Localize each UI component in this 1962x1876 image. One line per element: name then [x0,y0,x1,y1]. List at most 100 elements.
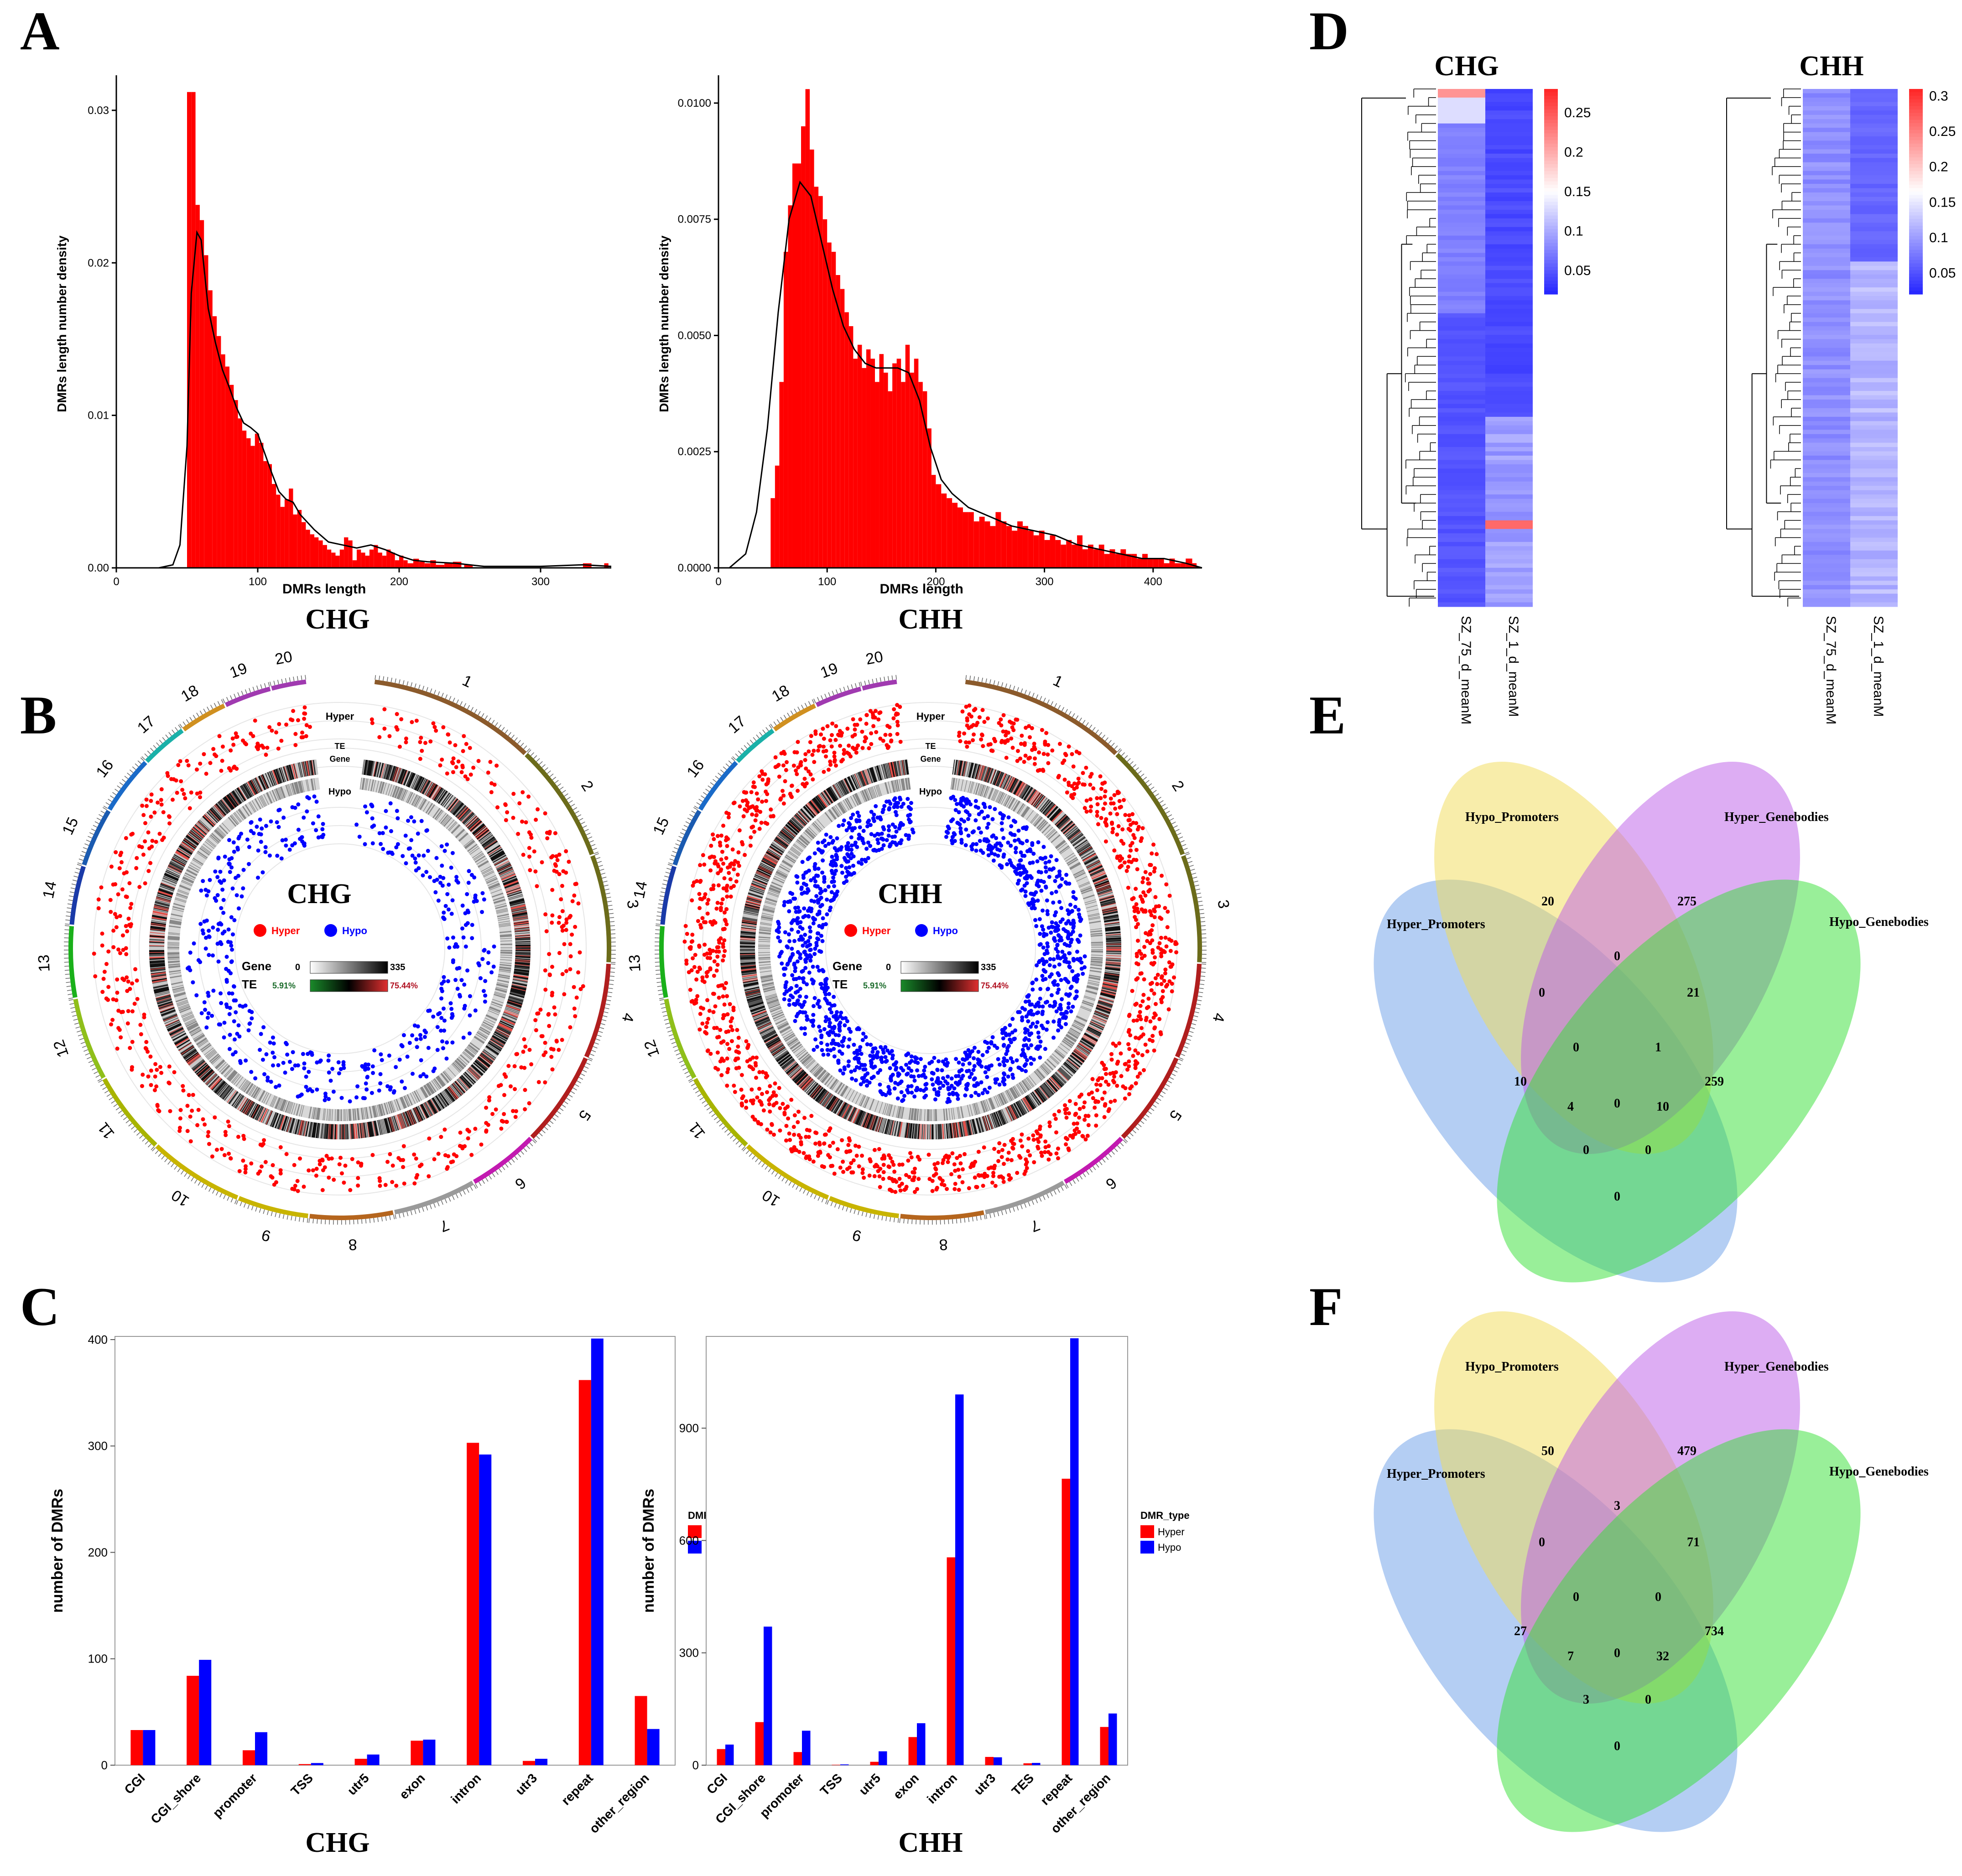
hypo-point [227,838,231,842]
hyper-point [438,763,442,768]
hyper-point [370,717,374,722]
hypo-point [449,1015,454,1020]
hyper-point [572,1006,577,1011]
hypo-point [410,1071,415,1076]
hypo-point [213,869,218,874]
histogram-bar [204,255,208,568]
gene-band-segment [275,1097,281,1109]
hyper-point [135,856,139,860]
chromosome-tick [70,887,75,889]
y-tick-label: 0.03 [88,104,109,117]
chromosome-tick [79,1038,84,1040]
chromosome-tick [530,752,535,756]
hypo-point [450,898,455,903]
hyper-point [159,787,164,791]
grid-circle [234,843,445,1054]
hypo-point [460,903,465,908]
hypo-point [450,1012,454,1016]
hyper-point [508,1084,513,1089]
hyper-point [414,718,419,723]
hypo-point [327,1070,331,1075]
chromosome-tick [167,1160,171,1165]
histogram-bar [335,556,340,568]
hypo-point [315,1087,319,1092]
chromosome-label: 5 [575,1107,594,1124]
histogram-bar [297,509,302,568]
chromosome-tick [69,895,74,897]
chromosome-tick [68,998,73,999]
chromosome-tick [187,1175,191,1180]
histogram-bar [289,488,293,568]
hyper-point [117,1028,122,1032]
chromosome-tick [572,1087,577,1091]
hypo-point [224,967,229,971]
chromosome-tick [582,1070,587,1073]
histogram-bar [331,552,336,568]
histogram-bar [259,442,264,568]
hyper-point [546,1012,551,1016]
hypo-point [259,832,263,837]
hypo-point [296,827,301,832]
hyper-point [130,1039,135,1044]
chromosome-tick [113,1104,118,1107]
hyper-point [348,1188,353,1192]
hypo-point [415,1045,419,1050]
hypo-point [253,1076,258,1081]
chromosome-tick [74,1023,79,1025]
hyper-point [519,1065,524,1070]
hyper-point [465,1128,470,1132]
grid-circle [139,748,541,1150]
hyper-point [229,1156,233,1161]
hyper-point [109,909,113,914]
chromosome-tick [71,1011,76,1013]
hypo-point [230,991,234,996]
hypo-point [392,1089,396,1093]
hypo-point [321,821,325,826]
hypo-point [255,875,260,880]
hypo-point [302,1066,307,1071]
chromosome-tick [71,883,76,885]
chromosome-tick [259,1208,261,1213]
hypo-point [364,810,369,815]
hypo-point [205,1015,210,1020]
legend-hypo-dot [324,924,337,937]
chromosome-tick [86,839,91,842]
hyper-point [174,778,178,783]
hypo-point [227,1047,232,1051]
hypo-point [232,984,236,988]
hypo-point [258,817,262,822]
hyper-point [503,803,508,807]
chromosome-tick [393,1215,395,1220]
hyper-point [527,1048,532,1052]
hypo-point [440,883,445,888]
hypo-point [363,1096,367,1101]
hypo-point [207,953,211,957]
chromosome-tick [289,677,291,682]
histogram-bar [378,552,382,568]
hypo-point [192,941,196,946]
chromosome-arc [224,686,271,707]
chromosome-tick [251,1206,254,1211]
hyper-point [202,752,206,756]
hypo-point [491,964,496,969]
hypo-point [413,860,418,865]
hyper-point [414,1175,419,1180]
hypo-point [272,1055,277,1060]
chromosome-tick [598,1031,603,1033]
y-tick-label: 0.00 [88,562,109,574]
hypo-point [229,915,234,920]
chromosome-arc [155,1144,239,1200]
chromosome-tick [227,1196,229,1201]
hyper-point [230,736,235,741]
hyper-point [106,998,110,1002]
hyper-point [511,791,516,796]
chromosome-tick [981,677,983,682]
hypo-point [377,1088,381,1093]
hypo-point [318,1058,323,1063]
hypo-point [307,1070,311,1074]
hyper-point [417,1164,422,1169]
chromosome-tick [422,1207,424,1212]
chromosome-tick [985,678,987,683]
hyper-point [167,1081,172,1086]
chromosome-tick [554,780,559,784]
